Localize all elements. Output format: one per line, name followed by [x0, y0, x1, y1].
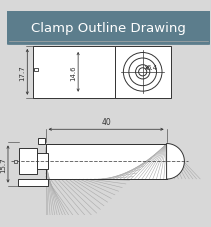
Text: 40: 40 [101, 117, 111, 126]
Text: 17.7: 17.7 [19, 65, 25, 80]
Bar [19, 149, 38, 174]
FancyBboxPatch shape [5, 10, 211, 217]
Text: ø8.7: ø8.7 [25, 153, 31, 168]
Bar [38, 154, 48, 170]
Bar [33, 47, 115, 98]
Text: 14.6: 14.6 [70, 65, 76, 80]
Bar [18, 179, 48, 186]
Bar [115, 47, 171, 98]
Polygon shape [167, 144, 184, 179]
Bar [38, 139, 45, 144]
Bar [46, 144, 167, 179]
Text: 6.4: 6.4 [146, 65, 157, 71]
Text: Clamp Outline Drawing: Clamp Outline Drawing [31, 22, 186, 35]
Text: 15.7: 15.7 [0, 157, 6, 172]
Bar [46, 144, 167, 179]
Bar [14, 160, 17, 163]
Bar [34, 69, 38, 72]
FancyBboxPatch shape [5, 10, 211, 46]
